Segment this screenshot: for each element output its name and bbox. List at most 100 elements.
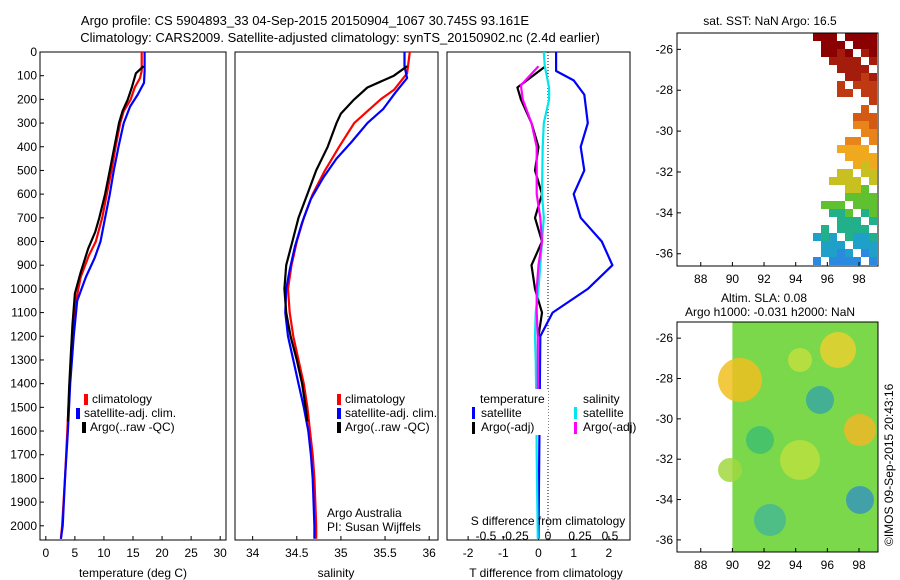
- sst-cell: [853, 153, 861, 161]
- sst-cell: [837, 41, 845, 49]
- map-y-tick-label: -28: [656, 83, 674, 97]
- sst-cell: [845, 185, 853, 193]
- sst-cell: [845, 73, 853, 81]
- y-tick-label: 1800: [10, 471, 37, 485]
- sst-cell: [829, 209, 837, 217]
- sla-map-title-line2: Argo h1000: -0.031 h2000: NaN: [685, 305, 855, 319]
- sst-cell: [869, 89, 877, 97]
- map-x-tick-label: 94: [789, 558, 803, 572]
- sst-cell: [861, 225, 869, 233]
- map-y-tick-label: -36: [656, 533, 674, 547]
- sst-cell: [853, 81, 861, 89]
- x-tick-label: 20: [155, 546, 169, 560]
- sst-cell: [853, 161, 861, 169]
- sst-cell: [869, 113, 877, 121]
- sst-cell: [861, 65, 869, 73]
- sst-cell: [869, 241, 877, 249]
- y-tick-label: 1000: [10, 282, 37, 296]
- map-x-tick-label: 98: [852, 272, 866, 286]
- sla-anomaly-patch: [844, 414, 876, 446]
- legend-label-argo: Argo(..raw -QC): [90, 420, 175, 434]
- top-tick-label: 0.5: [602, 529, 619, 543]
- series-line-argo-raw-qc-: [283, 65, 408, 422]
- temperature-legend: climatology satellite-adj. clim. Argo(..…: [76, 392, 176, 434]
- sla-anomaly-patch: [746, 426, 774, 454]
- y-tick-label: 1700: [10, 448, 37, 462]
- sst-cell: [853, 65, 861, 73]
- map-y-tick-label: -28: [656, 371, 674, 385]
- sst-cell: [837, 81, 845, 89]
- difference-top-ticks: -0.5-0.2500.250.5: [476, 529, 619, 543]
- sst-cell: [837, 249, 845, 257]
- sst-cell: [845, 89, 853, 97]
- sla-anomaly-patch: [820, 332, 856, 368]
- sla-anomaly-patch: [806, 386, 834, 414]
- series-line-satellite-adj-clim-: [59, 52, 146, 539]
- sst-cell: [821, 49, 829, 57]
- sst-cell: [853, 73, 861, 81]
- imos-timestamp: ©IMOS 09-Sep-2015 20:43:16: [882, 383, 896, 546]
- map-x-tick-label: 88: [694, 272, 708, 286]
- sst-cell: [837, 57, 845, 65]
- sla-map-frame: [676, 321, 879, 553]
- sst-cell: [861, 209, 869, 217]
- legend-label-sal-argo: Argo(-adj): [583, 420, 636, 434]
- legend-swatch-argo: [337, 422, 341, 433]
- sst-cell: [837, 169, 845, 177]
- sst-cell: [813, 233, 821, 241]
- map-y-tick-label: -30: [656, 124, 674, 138]
- legend-header-temperature: temperature: [480, 392, 545, 406]
- legend-swatch-sal-argo: [574, 422, 577, 434]
- salinity-legend: climatology satellite-adj. clim. Argo(..…: [337, 392, 437, 434]
- sst-cell: [821, 233, 829, 241]
- sst-cell: [853, 193, 861, 201]
- series-line-climatology: [286, 52, 411, 539]
- sst-cell: [829, 33, 837, 41]
- sst-cell: [869, 217, 877, 225]
- sst-cell: [829, 177, 837, 185]
- sst-cell: [869, 153, 877, 161]
- sst-cell: [861, 201, 869, 209]
- legend-label-sal-satellite: satellite: [583, 406, 624, 420]
- series-line-climatology: [59, 52, 143, 539]
- temperature-x-ticks: 0 5 10 15 20 25 30: [42, 536, 227, 560]
- sst-cell: [861, 49, 869, 57]
- sst-cell: [869, 121, 877, 129]
- sst-cell: [837, 201, 845, 209]
- x-tick-label: 25: [184, 546, 198, 560]
- sst-cell: [821, 33, 829, 41]
- sst-cell: [845, 193, 853, 201]
- sst-cell: [869, 249, 877, 257]
- sst-cell: [853, 201, 861, 209]
- sst-cell: [813, 257, 821, 265]
- sst-cell: [853, 113, 861, 121]
- legend-label-climatology: climatology: [92, 392, 152, 406]
- sla-anomaly-patch: [788, 348, 812, 372]
- y-tick-label: 300: [17, 116, 37, 130]
- sst-cell: [869, 201, 877, 209]
- sst-cell: [861, 241, 869, 249]
- sst-cell: [861, 129, 869, 137]
- sst-cell: [869, 49, 877, 57]
- series-line-satellite: [537, 52, 614, 539]
- sst-cell: [837, 257, 845, 265]
- salinity-plot-frame: [234, 51, 439, 541]
- sst-cell: [869, 257, 877, 265]
- sst-cell: [869, 129, 877, 137]
- sst-cell: [821, 249, 829, 257]
- x-tick-label: 2: [606, 546, 613, 560]
- y-tick-label: 400: [17, 140, 37, 154]
- sst-cell: [853, 41, 861, 49]
- y-tick-label: 100: [17, 69, 37, 83]
- map-x-tick-label: 96: [821, 272, 835, 286]
- sst-cell: [845, 249, 853, 257]
- sla-anomaly-patch: [780, 440, 820, 480]
- sst-cell: [861, 185, 869, 193]
- sst-cell: [829, 49, 837, 57]
- x-tick-label: 15: [126, 546, 140, 560]
- sst-cell: [861, 233, 869, 241]
- y-tick-label: 1500: [10, 400, 37, 414]
- y-tick-label: 1900: [10, 495, 37, 509]
- legend-swatch-climatology: [337, 394, 341, 405]
